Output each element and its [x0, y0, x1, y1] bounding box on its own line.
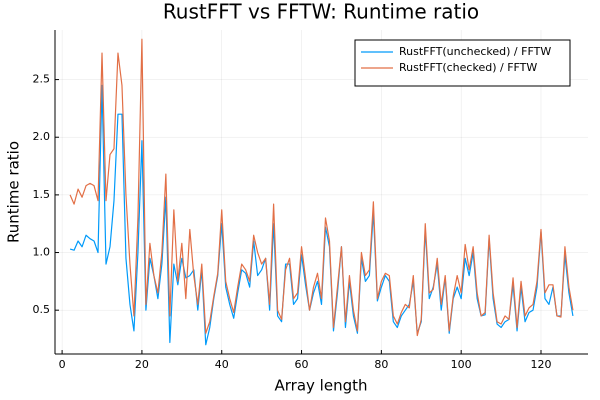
y-tick-label: 1.0	[33, 246, 51, 259]
legend: RustFFT(unchecked) / FFTW RustFFT(checked…	[354, 39, 571, 87]
x-tick-label: 20	[135, 358, 149, 371]
legend-label: RustFFT(unchecked) / FFTW	[399, 45, 551, 58]
x-axis-label: Array length	[275, 377, 368, 395]
series-line	[69, 38, 574, 337]
x-tick-label: 40	[215, 358, 229, 371]
y-axis-label: Runtime ratio	[5, 141, 23, 243]
y-tick-label: 1.5	[33, 188, 51, 201]
x-tick-label: 100	[451, 358, 472, 371]
x-tick-label: 60	[295, 358, 309, 371]
chart-title: RustFFT vs FFTW: Runtime ratio	[163, 0, 479, 24]
legend-label: RustFFT(checked) / FFTW	[399, 61, 537, 74]
x-tick-label: 0	[59, 358, 66, 371]
x-tick-label: 80	[374, 358, 388, 371]
y-tick-label: 2.5	[33, 73, 51, 86]
y-tick-label: 2.0	[33, 130, 51, 143]
x-tick-label: 120	[530, 358, 551, 371]
series-line	[69, 84, 574, 346]
legend-box	[354, 39, 571, 87]
y-tick-label: 0.5	[33, 303, 51, 316]
